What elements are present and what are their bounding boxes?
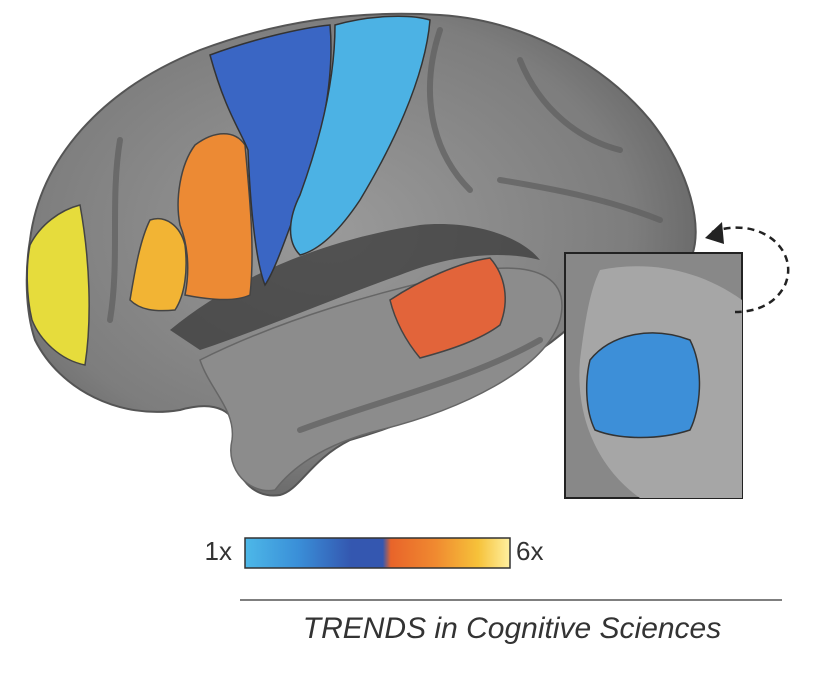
region-red-orange xyxy=(389,257,506,359)
region-yellow-orange xyxy=(129,218,187,312)
footer-source: TRENDS in Cognitive Sciences xyxy=(303,612,722,645)
region-dark-blue xyxy=(209,24,332,287)
brain xyxy=(25,12,697,497)
colorbar-gradient xyxy=(244,537,511,569)
arrow-head xyxy=(705,222,724,244)
colorbar: 1x 6x xyxy=(205,536,543,569)
inset-region-blue xyxy=(585,332,701,439)
colorbar-max-label: 6x xyxy=(516,536,543,566)
colorbar-min-label: 1x xyxy=(205,536,232,566)
inset xyxy=(564,252,743,499)
sylvian-fissure xyxy=(170,224,540,350)
region-orange xyxy=(177,133,253,301)
region-light-blue xyxy=(289,15,431,256)
sulci xyxy=(107,27,663,433)
region-yellow xyxy=(26,204,90,366)
